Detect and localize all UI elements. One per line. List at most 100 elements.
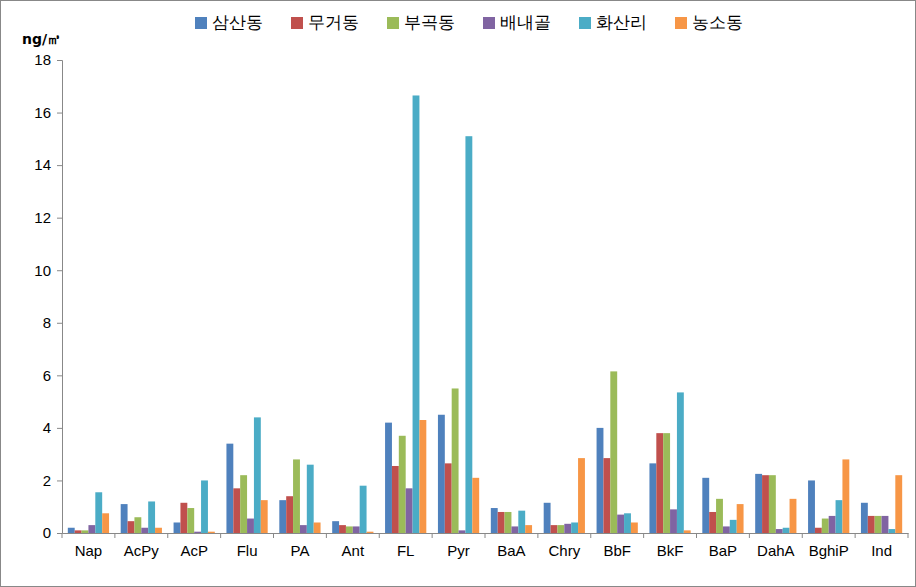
bar (571, 522, 578, 533)
bar (505, 512, 512, 533)
x-axis: NapAcPyAcPFluPAAntFLPyrBaAChryBbFBkFBaPD… (63, 533, 909, 559)
y-tick-mark (57, 533, 62, 534)
bar (286, 496, 293, 533)
bar-series (75, 433, 875, 533)
x-tick-label: AcP (180, 542, 208, 559)
legend-swatch (483, 17, 495, 29)
bar (670, 509, 677, 533)
y-tick: 4 (43, 419, 62, 436)
bar (385, 423, 392, 533)
bar (392, 466, 399, 533)
bar (367, 532, 374, 533)
legend-swatch (291, 17, 303, 29)
y-tick: 6 (43, 367, 62, 384)
x-tick-label: Flu (237, 542, 258, 559)
x-tick: BaP (709, 533, 737, 559)
legend-item: 농소동 (675, 12, 743, 32)
x-tick: AcP (180, 533, 208, 559)
y-tick-label: 14 (34, 156, 51, 173)
bar (68, 528, 75, 533)
y-tick-mark (57, 113, 62, 114)
bar (875, 516, 882, 533)
legend-swatch (579, 17, 591, 29)
bar (822, 519, 829, 533)
bar (293, 459, 300, 533)
legend-label: 삼산동 (212, 12, 263, 32)
separator (643, 533, 644, 538)
separator (802, 533, 803, 538)
x-tick: BkF (657, 533, 684, 559)
bar (603, 458, 610, 533)
bar-series (88, 488, 888, 533)
bar (702, 478, 709, 533)
bar (254, 417, 261, 533)
x-tick-label: Ind (871, 542, 892, 559)
bar (360, 486, 367, 533)
y-tick: 2 (43, 472, 62, 489)
legend-label: 화산리 (596, 12, 647, 32)
y-tick: 12 (34, 209, 62, 226)
y-tick-mark (57, 480, 62, 481)
x-tick-label: AcPy (124, 542, 160, 559)
x-tick-label: BbF (603, 542, 631, 559)
y-tick-label: 2 (43, 472, 51, 489)
bar (544, 503, 551, 533)
x-tick-label: Nap (75, 542, 103, 559)
bar (413, 95, 420, 533)
x-tick-label: BghiP (809, 542, 849, 559)
separator (696, 533, 697, 538)
x-tick: FL (397, 533, 415, 559)
separator (749, 533, 750, 538)
x-tick: PA (290, 533, 309, 559)
bar (815, 528, 822, 533)
y-tick: 10 (34, 262, 62, 279)
bar (247, 519, 254, 533)
bar (174, 522, 181, 533)
bar (128, 521, 135, 533)
x-tick-label: DahA (757, 542, 795, 559)
separator (855, 533, 856, 538)
legend-item: 무거동 (291, 12, 359, 32)
y-tick-mark (57, 323, 62, 324)
bar (868, 516, 875, 533)
bar (656, 433, 663, 533)
bar (564, 524, 571, 533)
y-tick-mark (57, 218, 62, 219)
bar (465, 136, 472, 533)
bar (187, 508, 194, 533)
bar (649, 463, 656, 533)
x-tick: Pyr (447, 533, 470, 559)
legend-label: 부곡동 (404, 12, 455, 32)
bar (75, 530, 82, 533)
x-tick: BghiP (809, 533, 849, 559)
x-tick: AcPy (124, 533, 160, 559)
bar (208, 532, 215, 533)
separator (62, 533, 63, 538)
x-tick: Ind (871, 533, 892, 559)
x-tick-label: BkF (657, 542, 684, 559)
bar (861, 503, 868, 533)
bar (121, 504, 128, 533)
bar (762, 475, 769, 533)
bar (716, 499, 723, 533)
x-tick-label: FL (397, 542, 415, 559)
legend-swatch (675, 17, 687, 29)
bar-series (82, 371, 882, 533)
bar (155, 528, 162, 533)
y-tick-label: 12 (34, 209, 51, 226)
legend-swatch (387, 17, 399, 29)
x-tick-label: PA (290, 542, 309, 559)
legend-label: 배내골 (500, 12, 551, 32)
bar (134, 517, 141, 533)
separator (590, 533, 591, 538)
y-tick: 16 (34, 104, 62, 121)
bar (882, 516, 889, 533)
legend: 삼산동 무거동 부곡동 배내골 화산리 농소동 (195, 12, 743, 32)
bar (511, 526, 518, 533)
x-tick: DahA (757, 533, 795, 559)
separator (326, 533, 327, 538)
chart: 024681012141618NapAcPyAcPFluPAAntFLPyrBa… (0, 0, 916, 587)
bar (776, 529, 783, 533)
y-tick-label: 4 (43, 419, 51, 436)
bar (755, 474, 762, 533)
